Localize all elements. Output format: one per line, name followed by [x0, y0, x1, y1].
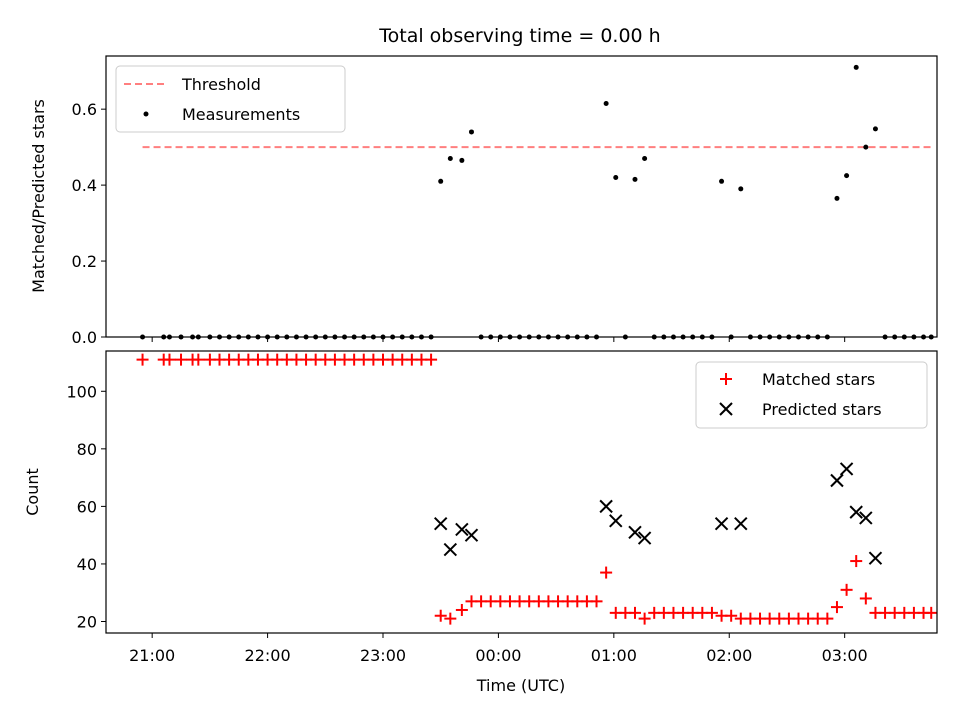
predicted-star-point — [434, 516, 448, 531]
predicted-star-point — [734, 516, 748, 531]
top-legend: Threshold Measurements — [115, 65, 346, 133]
legend-matched-swatch — [720, 373, 732, 385]
bottom-y-tick-labels: 20 40 60 80 100 — [66, 382, 106, 631]
bottom-y-axis-label: Count — [23, 468, 42, 516]
bottom-marks — [136, 353, 938, 625]
top-y-tick-label: 0.6 — [72, 100, 97, 119]
predicted-star-point — [714, 516, 729, 531]
bottom-x-tick-label: 00:00 — [475, 646, 521, 665]
measurement-point — [863, 144, 869, 150]
matched-star-point — [830, 601, 843, 614]
bottom-panel: 20 40 60 80 100 21:00 22:00 23:00 00:00 01:00 02:… — [23, 350, 938, 695]
bottom-legend-box — [695, 361, 928, 429]
top-legend-box — [115, 65, 346, 133]
measurement-point — [468, 129, 474, 135]
matched-star-point — [425, 353, 438, 366]
top-axes-frame — [105, 55, 938, 338]
bottom-x-tick-label: 03:00 — [822, 646, 868, 665]
matched-star-point — [850, 555, 863, 568]
bottom-x-tick-label: 23:00 — [360, 646, 406, 665]
bottom-x-tick-label: 02:00 — [706, 646, 752, 665]
legend-predicted-swatch — [719, 402, 733, 416]
predicted-star-point — [839, 462, 854, 476]
top-y-tick-labels: 0.0 0.2 0.4 0.6 — [72, 100, 846, 347]
bottom-y-tick-label: 20 — [77, 612, 97, 631]
predicted-star-point — [830, 473, 844, 488]
measurement-point — [613, 175, 619, 181]
legend-measurements-swatch — [143, 111, 149, 117]
predicted-star-point — [599, 499, 613, 514]
matched-star-point — [136, 353, 149, 366]
predicted-star-point — [443, 542, 458, 557]
predicted-star-point — [859, 511, 873, 525]
matched-star-point — [192, 353, 205, 366]
bottom-x-axis-label: Time (UTC) — [476, 676, 565, 695]
measurement-point — [738, 186, 744, 192]
top-panel: Total observing time = 0.00 h 0.00.20.40… — [29, 25, 938, 347]
measurement-point — [603, 100, 609, 106]
measurement-point — [632, 176, 638, 182]
predicted-star-point — [455, 522, 469, 537]
top-y-tick-label: 0.0 — [72, 328, 97, 347]
legend-measurements-label: Measurements — [182, 105, 300, 124]
measurement-point — [642, 156, 648, 162]
predicted-star-point — [868, 551, 883, 565]
measurement-point — [438, 178, 444, 184]
matched-star-point — [175, 353, 188, 366]
top-y-tick-label: 0.4 — [72, 176, 97, 195]
bottom-y-tick-label: 80 — [77, 440, 97, 459]
matched-star-point — [434, 609, 447, 622]
bottom-y-tick-label: 60 — [77, 497, 97, 516]
legend-threshold-label: Threshold — [181, 75, 261, 94]
matched-star-point — [840, 583, 853, 596]
measurement-point — [834, 195, 840, 201]
predicted-star-point — [464, 528, 479, 542]
matched-star-point — [628, 606, 641, 619]
matched-star-point — [600, 566, 613, 579]
measurement-point — [459, 157, 465, 163]
legend-matched-label: Matched stars — [762, 370, 875, 389]
predicted-star-point — [637, 531, 652, 545]
measurement-point — [447, 156, 453, 162]
predicted-star-point — [609, 514, 623, 528]
bottom-x-tick-label: 01:00 — [591, 646, 637, 665]
matched-star-point — [455, 603, 468, 616]
matched-star-point — [444, 612, 457, 625]
bottom-y-tick-label: 40 — [77, 555, 97, 574]
matched-star-point — [859, 592, 872, 605]
bottom-y-tick-label: 100 — [66, 382, 97, 401]
measurement-point — [719, 178, 725, 184]
bottom-x-tick-label: 21:00 — [129, 646, 175, 665]
measurement-point — [853, 64, 859, 70]
matched-star-point — [725, 609, 738, 622]
predicted-star-point — [628, 525, 642, 539]
bottom-x-tick-label: 22:00 — [245, 646, 291, 665]
matched-star-point — [163, 353, 176, 366]
predicted-star-point — [849, 505, 863, 519]
matched-star-point — [925, 606, 938, 619]
legend-predicted-label: Predicted stars — [762, 400, 882, 419]
chart-title: Total observing time = 0.00 h — [378, 25, 660, 47]
bottom-legend: Matched stars Predicted stars — [695, 361, 928, 429]
matched-star-point — [590, 595, 603, 608]
measurement-point — [844, 173, 850, 179]
top-y-tick-label: 0.2 — [72, 252, 97, 271]
top-y-axis-label: Matched/Predicted stars — [29, 99, 48, 293]
bottom-axes-frame — [105, 350, 938, 634]
matched-star-point — [821, 612, 834, 625]
matched-star-point — [638, 612, 651, 625]
measurement-point — [872, 126, 878, 132]
matched-star-point — [705, 606, 718, 619]
bottom-x-tick-labels: 21:00 22:00 23:00 00:00 01:00 02:00 03:00 — [129, 633, 868, 665]
